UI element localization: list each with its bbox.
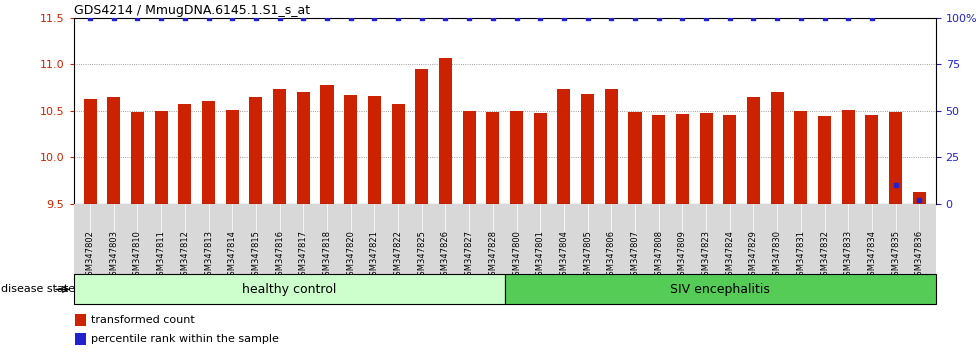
Point [414,15,429,21]
Point [911,197,927,202]
Point [82,15,98,21]
Point [462,15,477,21]
Point [816,15,832,21]
Bar [75,314,85,326]
Point [177,15,193,21]
Bar [155,110,168,204]
Text: disease state: disease state [1,284,75,295]
Point [296,15,312,21]
Bar [510,110,523,204]
Point [248,15,264,21]
Bar [652,115,665,204]
Point [201,15,217,21]
Point [509,15,524,21]
Bar [368,96,381,204]
Text: SIV encephalitis: SIV encephalitis [670,283,770,296]
Bar [628,113,642,204]
Bar [75,333,85,346]
Point [746,15,761,21]
Point [556,15,571,21]
Bar [505,274,936,304]
Bar [416,69,428,204]
Point [769,15,785,21]
Bar [723,115,736,204]
Point [271,15,287,21]
Point [129,15,145,21]
Point [580,15,596,21]
Bar [178,104,191,204]
Point [722,15,738,21]
Point [841,15,857,21]
Point [343,15,359,21]
Point [153,15,169,21]
Bar [344,95,358,204]
Point [698,15,713,21]
Point [793,15,808,21]
Bar [225,110,239,204]
Bar [320,85,333,204]
Bar [558,89,570,204]
Text: GDS4214 / MmugDNA.6145.1.S1_s_at: GDS4214 / MmugDNA.6145.1.S1_s_at [74,4,310,17]
Bar [842,110,855,204]
Bar [676,114,689,204]
Bar [202,101,215,204]
Bar [770,92,784,204]
Point [888,182,904,188]
Text: transformed count: transformed count [91,315,194,325]
Bar [439,58,452,204]
Bar [74,274,505,304]
Bar [83,99,97,204]
Bar [486,113,500,204]
Point [864,15,880,21]
Point [319,15,335,21]
Bar [250,97,263,204]
Bar [534,113,547,204]
Bar [107,97,121,204]
Point [604,15,619,21]
Bar [463,110,475,204]
Bar [818,116,831,204]
Bar [795,110,808,204]
Point [532,15,548,21]
Point [627,15,643,21]
Point [224,15,240,21]
Bar [865,115,878,204]
Point [367,15,382,21]
Point [485,15,501,21]
Bar [581,94,594,204]
Bar [297,92,310,204]
Point [674,15,690,21]
Text: healthy control: healthy control [242,283,336,296]
Bar [605,89,617,204]
Bar [131,112,144,204]
Point [438,15,454,21]
Bar [392,104,405,204]
Point [390,15,406,21]
Bar [700,113,712,204]
Text: percentile rank within the sample: percentile rank within the sample [91,335,278,344]
Bar [747,97,760,204]
Bar [273,89,286,204]
Point [651,15,666,21]
Point [106,15,122,21]
Bar [912,193,926,204]
Bar [889,112,903,204]
